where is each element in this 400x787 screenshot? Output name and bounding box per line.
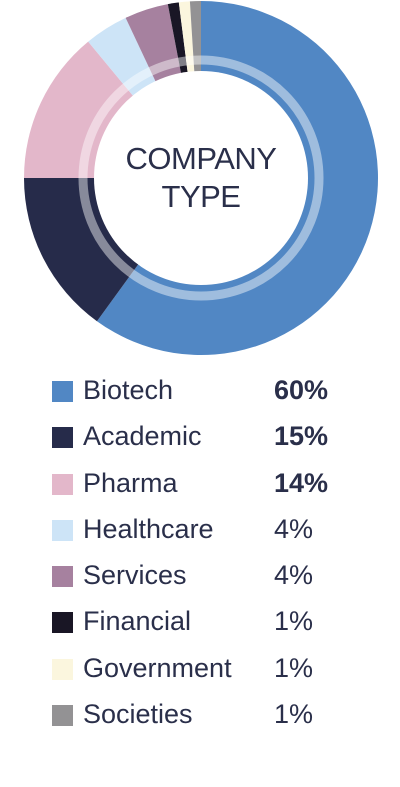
legend-label: Academic xyxy=(83,421,202,452)
legend-label: Financial xyxy=(83,606,192,637)
legend-item-financial: Financial 1% xyxy=(52,603,372,649)
legend-item-biotech: Biotech 60% xyxy=(52,372,372,418)
legend-swatch xyxy=(52,658,73,680)
legend-item-government: Government 1% xyxy=(52,650,372,696)
legend-value: 1% xyxy=(274,606,314,637)
legend-label: Government xyxy=(83,652,232,683)
legend-label: Societies xyxy=(83,699,193,730)
legend-swatch xyxy=(52,705,73,727)
legend-value: 60% xyxy=(274,375,329,405)
legend-label: Biotech xyxy=(83,375,174,405)
legend-swatch xyxy=(52,381,73,402)
legend-item-academic: Academic 15% xyxy=(52,418,372,464)
legend: Biotech 60% Academic 15% Pharma 14% Healthcare… xyxy=(52,372,372,742)
legend-label: Healthcare xyxy=(83,513,214,544)
legend-value: 4% xyxy=(274,560,314,591)
legend-label: Services xyxy=(83,560,187,591)
legend-swatch xyxy=(52,473,73,495)
legend-value: 4% xyxy=(274,513,314,544)
legend-swatch xyxy=(52,566,73,588)
legend-value: 15% xyxy=(274,421,329,452)
legend-label: Pharma xyxy=(83,467,178,498)
legend-item-services: Services 4% xyxy=(52,557,372,603)
legend-value: 14% xyxy=(274,467,329,498)
legend-item-pharma: Pharma 14% xyxy=(52,465,372,511)
donut-hole xyxy=(94,71,308,285)
legend-swatch xyxy=(52,427,73,449)
legend-value: 1% xyxy=(274,652,314,683)
inner-ring xyxy=(78,55,324,301)
legend-item-societies: Societies 1% xyxy=(52,696,372,742)
donut-chart xyxy=(24,1,379,355)
legend-swatch xyxy=(52,519,73,541)
chart-title: COMPANY TYPE xyxy=(125,141,277,214)
legend-value: 1% xyxy=(274,699,314,730)
legend-swatch xyxy=(52,612,73,634)
legend-item-healthcare: Healthcare 4% xyxy=(52,511,372,557)
